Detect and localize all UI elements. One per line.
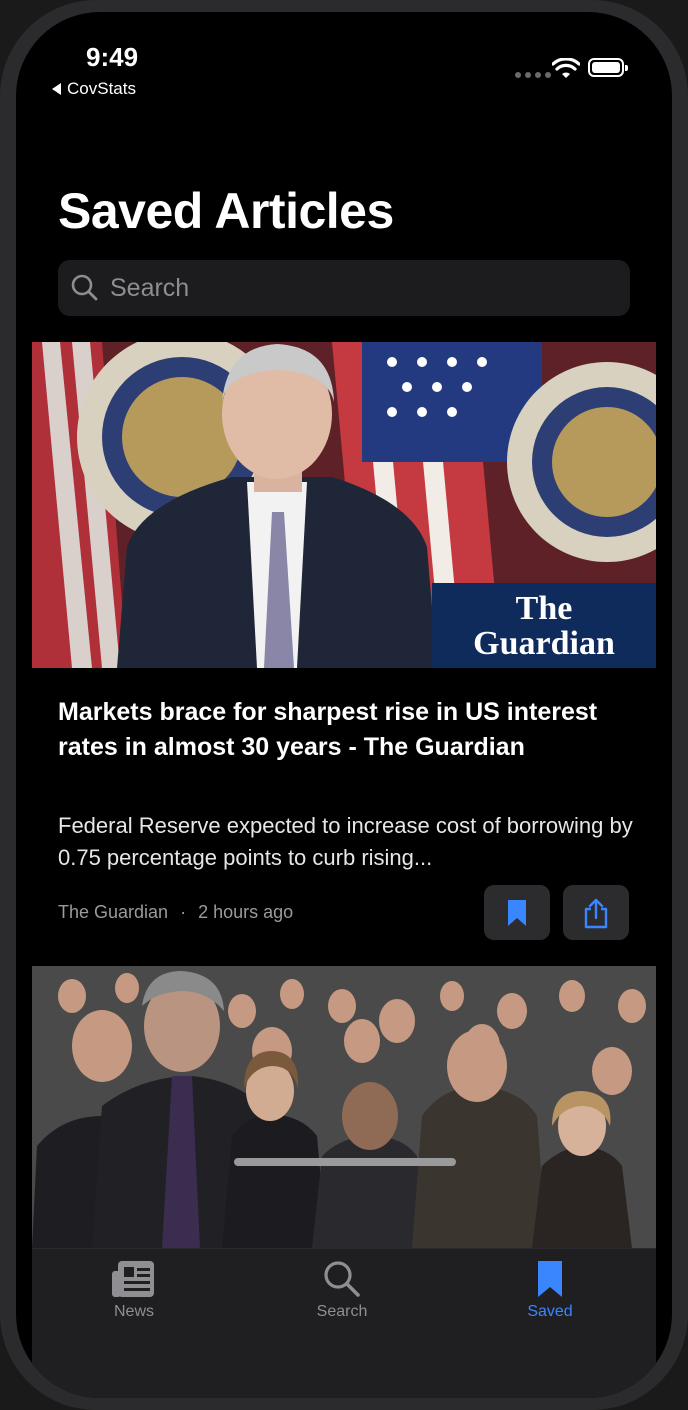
page-title: Saved Articles (58, 183, 394, 239)
search-bar[interactable] (58, 260, 630, 316)
bookmark-filled-icon (508, 899, 526, 926)
search-icon (324, 1261, 360, 1297)
back-app-label: CovStats (67, 79, 136, 98)
article-headline[interactable]: Markets brace for sharpest rise in US in… (58, 698, 598, 761)
meta-separator: · (180, 902, 187, 922)
article-photo: The Guardian (32, 342, 656, 668)
back-to-app-button[interactable]: CovStats (52, 79, 136, 99)
search-input[interactable] (108, 272, 592, 304)
wifi-icon (552, 58, 580, 78)
article-image[interactable]: The Guardian (32, 342, 656, 668)
search-icon (71, 274, 98, 301)
share-icon (584, 898, 608, 928)
tab-search[interactable]: Search (272, 1259, 412, 1321)
status-bar: 9:49 CovStats (16, 12, 672, 112)
tab-saved[interactable]: Saved (480, 1259, 620, 1321)
tab-news[interactable]: News (64, 1259, 204, 1321)
tab-news-label: News (113, 1303, 154, 1320)
article-time: 2 hours ago (198, 902, 294, 922)
tab-saved-label: Saved (527, 1303, 573, 1320)
article-meta: The Guardian · 2 hours ago (58, 902, 293, 923)
article-source: The Guardian (58, 902, 169, 922)
bookmark-button[interactable] (484, 885, 550, 940)
tab-search-label: Search (316, 1303, 368, 1320)
tab-bar: News Search Saved (32, 1248, 656, 1398)
article-image-2[interactable] (32, 966, 656, 1248)
svg-text:The: The (516, 590, 573, 627)
svg-text:Guardian: Guardian (473, 625, 615, 662)
crowd-photo (32, 966, 656, 1248)
article-description[interactable]: Federal Reserve expected to increase cos… (58, 813, 633, 870)
share-button[interactable] (563, 885, 629, 940)
status-time: 9:49 (86, 42, 139, 72)
newspaper-icon (112, 1261, 154, 1297)
screen: 9:49 CovStats Saved Articles (16, 12, 672, 1398)
home-indicator[interactable] (234, 1158, 456, 1166)
battery-icon (588, 58, 628, 77)
signal-dots-icon (515, 72, 551, 78)
back-arrow-icon (52, 83, 61, 95)
bookmark-icon (538, 1261, 562, 1297)
